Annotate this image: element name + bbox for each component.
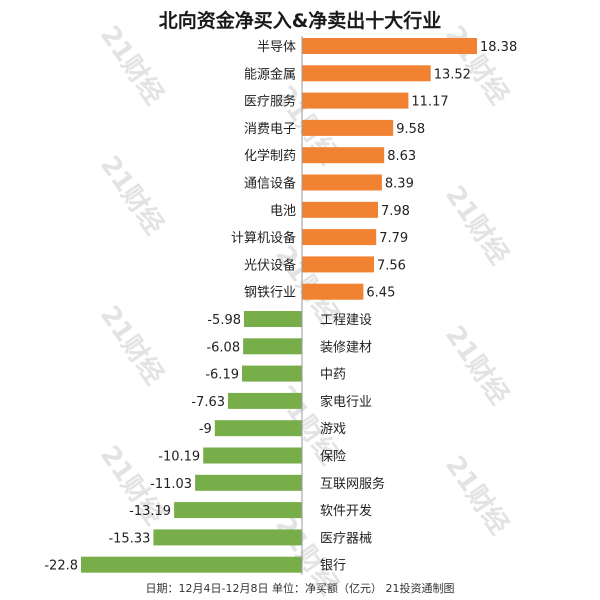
watermark-11: 21财经 [439, 450, 515, 540]
value-label-11: -6.08 [206, 340, 240, 355]
value-label-15: -10.19 [158, 450, 200, 465]
category-labels-group: 半导体能源金属医疗服务消费电子化学制药通信设备电池计算机设备光伏设备钢铁行业工程… [231, 40, 385, 574]
bar-12 [242, 365, 302, 382]
bar-6 [302, 201, 378, 218]
bar-17 [174, 502, 302, 519]
category-label-15: 保险 [320, 450, 346, 465]
category-label-16: 互联网服务 [320, 476, 385, 492]
category-label-11: 装修建材 [320, 340, 372, 355]
bar-5 [302, 174, 382, 191]
category-label-6: 电池 [270, 204, 296, 219]
value-label-9: 6.45 [366, 286, 395, 301]
bar-3 [302, 119, 394, 136]
category-label-9: 钢铁行业 [244, 286, 296, 301]
bar-11 [243, 338, 302, 355]
category-label-2: 医疗服务 [244, 94, 296, 110]
category-label-13: 家电行业 [320, 394, 372, 410]
category-label-17: 软件开发 [320, 503, 372, 519]
category-label-4: 化学制药 [244, 148, 296, 164]
footnote: 日期：12月4日-12月8日 单位：净买额（亿元） 21投资通制图 [145, 582, 455, 595]
category-label-10: 工程建设 [320, 313, 372, 328]
value-label-4: 8.63 [387, 149, 416, 164]
bar-13 [228, 392, 302, 409]
value-label-12: -6.19 [205, 368, 239, 383]
value-label-1: 13.52 [434, 67, 471, 82]
value-label-3: 9.58 [396, 122, 425, 137]
value-label-8: 7.56 [377, 258, 406, 273]
category-label-1: 能源金属 [244, 66, 296, 82]
watermark-3: 21财经 [94, 150, 170, 240]
value-label-19: -22.8 [44, 559, 78, 574]
watermark-5: 21财经 [439, 180, 515, 270]
value-label-13: -7.63 [191, 395, 225, 410]
bar-4 [302, 147, 385, 164]
category-label-5: 通信设备 [244, 176, 296, 192]
category-label-19: 银行 [320, 559, 346, 574]
category-label-18: 医疗器械 [320, 531, 372, 546]
bar-2 [302, 92, 409, 109]
bar-18 [153, 529, 302, 546]
category-label-8: 光伏设备 [244, 257, 296, 273]
bar-1 [302, 65, 431, 82]
bar-16 [195, 474, 302, 491]
bar-9 [302, 283, 364, 300]
value-label-0: 18.38 [480, 40, 517, 55]
value-label-16: -11.03 [150, 477, 192, 492]
value-label-14: -9 [199, 422, 212, 437]
category-label-0: 半导体 [257, 40, 296, 55]
watermark-6: 21财经 [94, 300, 170, 390]
value-label-18: -15.33 [108, 531, 150, 546]
category-label-3: 消费电子 [244, 122, 296, 137]
bar-7 [302, 229, 377, 246]
value-label-17: -13.19 [129, 504, 171, 519]
value-label-6: 7.98 [381, 204, 410, 219]
bar-15 [203, 447, 302, 464]
category-label-14: 游戏 [320, 422, 346, 437]
bar-8 [302, 256, 374, 273]
category-label-12: 中药 [320, 368, 346, 383]
category-label-7: 计算机设备 [231, 230, 296, 246]
value-label-5: 8.39 [385, 177, 414, 192]
chart-title: 北向资金净买入&净卖出十大行业 [158, 10, 442, 32]
bar-0 [302, 38, 477, 54]
value-label-7: 7.79 [379, 231, 408, 246]
value-label-10: -5.98 [207, 313, 241, 328]
watermark-2: 21财经 [439, 20, 515, 110]
bar-10 [244, 311, 302, 327]
bar-19 [81, 556, 302, 573]
watermark-0: 21财经 [94, 20, 170, 110]
value-label-2: 11.17 [411, 95, 448, 110]
bars-group [81, 38, 477, 573]
value-labels-group: 18.38 13.52 11.17 9.58 8.63 8.39 7.98 7.79 7.56 6… [44, 40, 517, 574]
bar-14 [214, 420, 302, 437]
watermark-8: 21财经 [439, 320, 515, 410]
